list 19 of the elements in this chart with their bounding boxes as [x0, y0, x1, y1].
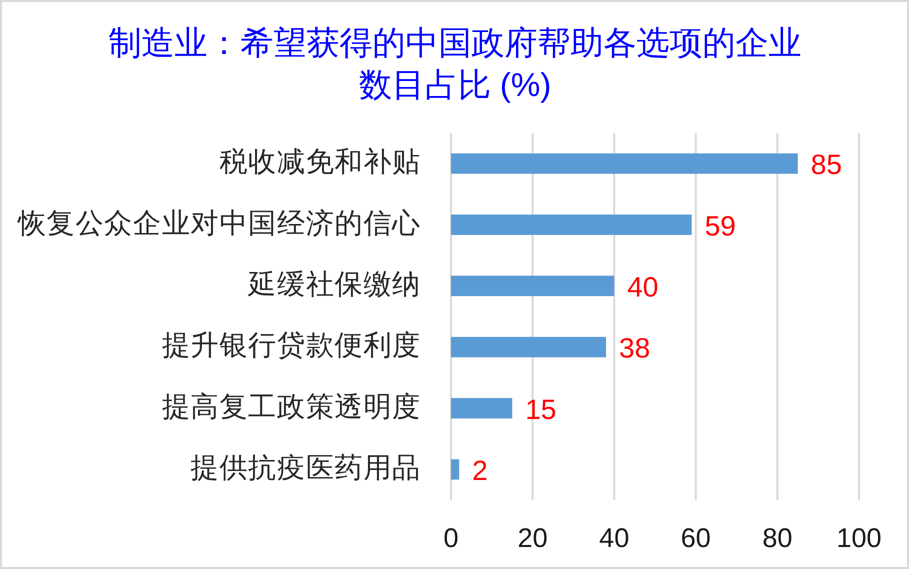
- y-tick-label: 延缓社保缴纳: [247, 268, 421, 300]
- y-tick-label: 恢复公众企业对中国经济的信心: [16, 207, 421, 238]
- data-label: 38: [619, 332, 650, 364]
- x-tick-label: 40: [599, 523, 630, 553]
- x-tick-label: 60: [680, 523, 711, 553]
- x-tick-label: 20: [518, 523, 548, 553]
- x-tick-label: 100: [836, 523, 882, 553]
- data-label: 85: [810, 149, 842, 180]
- y-tick-label: 税收减免和补贴: [219, 146, 421, 178]
- x-tick-label: 0: [443, 523, 459, 553]
- data-label: 15: [525, 394, 556, 425]
- x-tick-label: 80: [762, 523, 792, 553]
- data-label: 40: [627, 271, 658, 302]
- data-label: 59: [704, 210, 736, 242]
- y-tick-label: 提高复工政策透明度: [162, 390, 421, 422]
- y-tick-label: 提升银行贷款便利度: [162, 330, 421, 361]
- data-label: 2: [472, 454, 488, 486]
- y-tick-label: 提供抗疫医药用品: [190, 452, 421, 483]
- title: 制造业：希望获得的中国政府帮助各选项的企业数目占比 (%): [108, 24, 802, 103]
